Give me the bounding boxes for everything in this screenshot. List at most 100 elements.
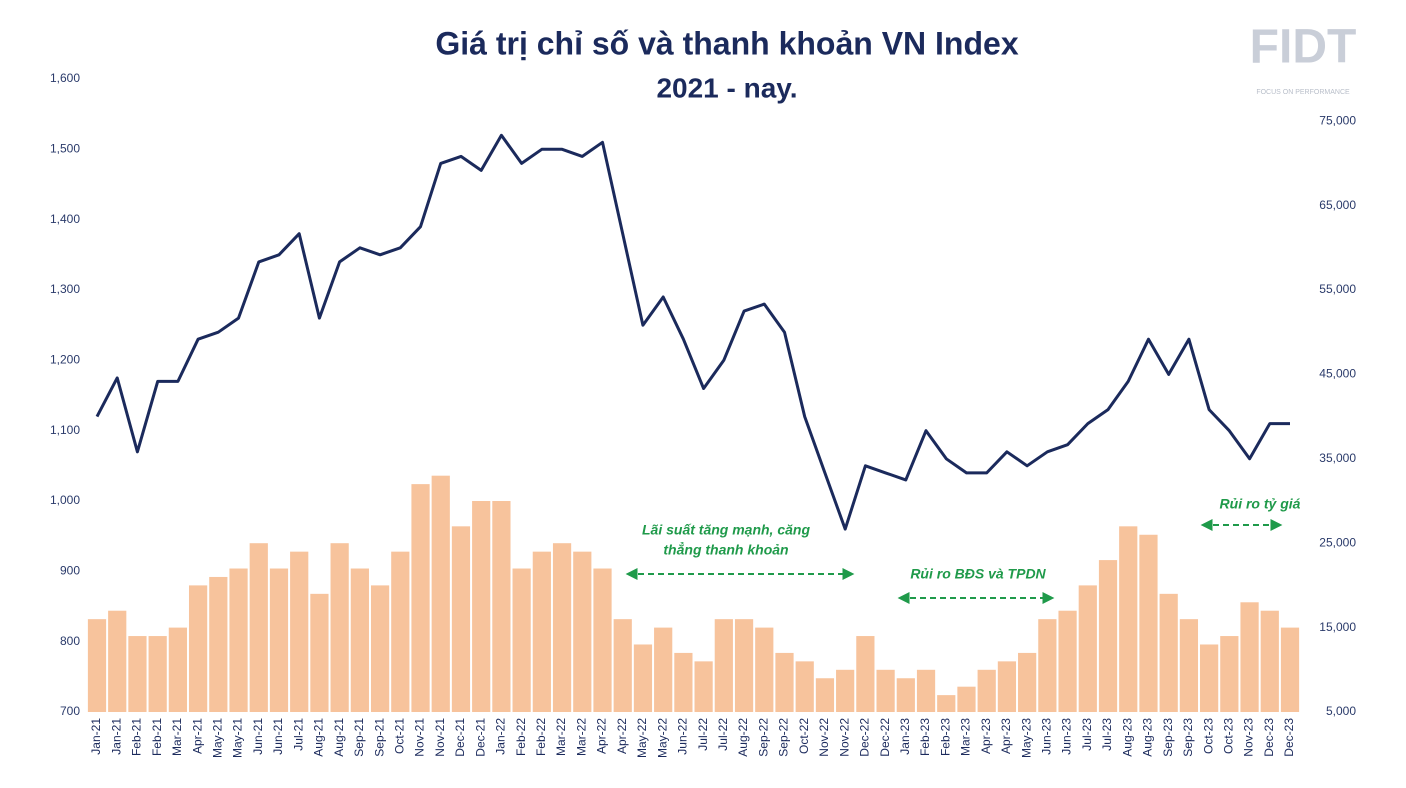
y2-tick-label: 45,000	[1319, 367, 1356, 381]
x-tick-label: Feb-23	[918, 718, 932, 756]
bar	[795, 661, 814, 712]
x-tick-label: Jan-21	[89, 718, 103, 755]
bar	[1260, 610, 1279, 712]
y2-tick-label: 65,000	[1319, 198, 1356, 212]
x-tick-label: Apr-22	[615, 718, 629, 754]
bar	[1038, 619, 1057, 712]
bar	[472, 501, 491, 712]
x-tick-label: Sep-22	[777, 718, 791, 757]
y-tick-label: 1,000	[50, 493, 80, 507]
bar	[1018, 652, 1037, 712]
bar	[411, 484, 430, 712]
bar	[552, 543, 572, 712]
bar	[431, 475, 450, 712]
line	[95, 133, 1290, 531]
x-tick-label: Mar-22	[574, 718, 588, 756]
y-tick-label: 1,500	[50, 142, 80, 156]
bar	[937, 695, 956, 712]
y2-tick-label: 35,000	[1319, 451, 1356, 465]
bar	[654, 627, 673, 712]
y-tick-label: 700	[60, 704, 80, 718]
bar	[1119, 526, 1138, 712]
x-tick-label: Jun-23	[1060, 718, 1074, 755]
bar	[613, 619, 632, 712]
x-tick-label: Apr-22	[595, 718, 609, 754]
bar	[593, 568, 612, 712]
x-tick-label: Jul-22	[716, 718, 730, 751]
x-tick-label: Apr-23	[999, 718, 1013, 754]
y2-tick-label: 15,000	[1319, 620, 1356, 634]
x-tick-label: Nov-22	[837, 718, 851, 757]
x-tick-label: Jun-23	[1040, 718, 1054, 755]
bar	[1200, 644, 1219, 712]
annotation: Rủi ro BĐS và TPDN	[910, 566, 1046, 582]
x-tick-label: Aug-21	[332, 718, 346, 757]
x-tick-label: Jan-23	[898, 718, 912, 755]
x-tick-label: Nov-22	[817, 718, 831, 757]
chart-title: Giá trị chỉ số và thanh khoản VN Index	[435, 25, 1018, 61]
bar	[957, 686, 976, 712]
bar	[896, 678, 915, 712]
x-tick-label: Sep-22	[756, 718, 770, 757]
annotation: Rủi ro tỷ giá	[1220, 496, 1301, 512]
bar	[188, 585, 208, 712]
x-tick-label: Jan-21	[109, 718, 123, 755]
x-tick-label: Apr-23	[979, 718, 993, 754]
x-tick-label: Sep-21	[352, 718, 366, 757]
x-tick-label: Mar-22	[554, 718, 568, 756]
y-tick-label: 1,400	[50, 212, 80, 226]
bar	[977, 669, 996, 712]
x-tick-label: Dec-21	[453, 718, 467, 757]
bar	[1280, 627, 1300, 712]
bar	[492, 501, 511, 712]
x-tick-label: Oct-23	[1222, 718, 1236, 754]
bar	[87, 619, 107, 712]
x-tick-label: Apr-21	[190, 718, 204, 754]
bar	[1220, 636, 1239, 712]
x-tick-label: Aug-23	[1141, 718, 1155, 757]
bar	[755, 627, 774, 712]
x-tick-label: Nov-21	[413, 718, 427, 757]
x-tick-label: Jul-21	[291, 718, 305, 751]
x-tick-label: Nov-23	[1242, 718, 1256, 757]
y2-tick-label: 75,000	[1319, 113, 1356, 127]
bar	[714, 619, 733, 712]
x-tick-label: Oct-22	[797, 718, 811, 754]
annotation: thẳng thanh khoản	[663, 542, 788, 558]
x-tick-label: May-22	[655, 718, 669, 758]
x-tick-label: Feb-21	[130, 718, 144, 756]
x-tick-label: Dec-22	[878, 718, 892, 757]
x-tick-label: May-23	[1019, 718, 1033, 758]
bar	[532, 551, 551, 712]
x-tick-label: Dec-23	[1282, 718, 1296, 757]
y2-tick-label: 55,000	[1319, 282, 1356, 296]
bars	[87, 475, 1300, 712]
x-tick-label: Aug-22	[736, 718, 750, 757]
bar	[290, 551, 309, 712]
bar	[1098, 560, 1118, 712]
bar	[1139, 534, 1158, 712]
chart-subtitle: 2021 - nay.	[656, 72, 797, 103]
x-tick-label: Oct-21	[392, 718, 406, 754]
bar	[573, 551, 592, 712]
bar	[209, 576, 228, 712]
x-tick-label: Dec-21	[473, 718, 487, 757]
bar	[916, 669, 936, 712]
bar	[775, 652, 794, 712]
x-tick-label: May-22	[635, 718, 649, 758]
y-tick-label: 1,200	[50, 353, 80, 367]
bar	[229, 568, 248, 712]
bar	[997, 661, 1017, 712]
bar	[694, 661, 713, 712]
bar	[451, 526, 471, 712]
bar	[350, 568, 369, 712]
bar	[330, 543, 349, 712]
x-tick-label: Jun-22	[676, 718, 690, 755]
x-tick-label: Oct-23	[1201, 718, 1215, 754]
bar	[148, 636, 167, 712]
bar	[1078, 585, 1097, 712]
bar	[1240, 602, 1259, 712]
x-tick-label: Jul-23	[1100, 718, 1114, 751]
bar	[269, 568, 289, 712]
